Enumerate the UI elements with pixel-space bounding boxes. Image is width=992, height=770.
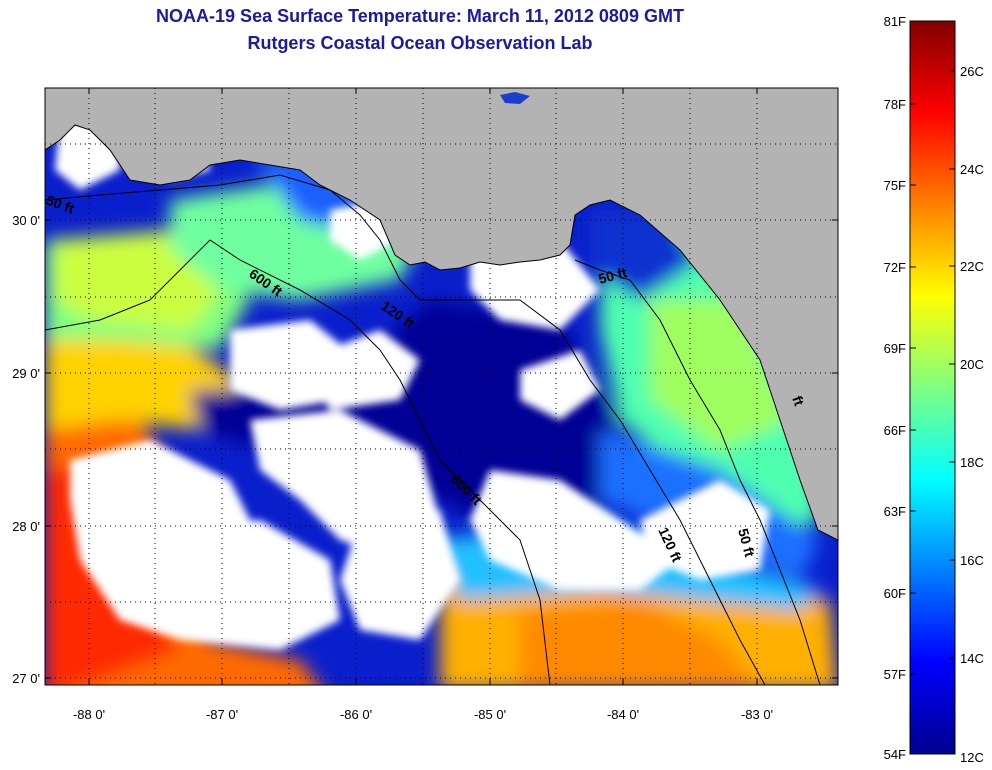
- colorbar-c-label: 22C: [960, 259, 984, 274]
- graticule: [45, 88, 838, 685]
- colorbar-f-label: 78F: [884, 97, 906, 112]
- map-subtitle: Rutgers Coastal Ocean Observation Lab: [247, 33, 593, 53]
- lon-tick-label: -84 0': [607, 707, 639, 722]
- colorbar-c-label: 14C: [960, 651, 984, 666]
- lon-tick-label: -87 0': [206, 707, 238, 722]
- colorbar-f-label: 69F: [884, 341, 906, 356]
- frame-ticks: [45, 88, 838, 685]
- contour-label: 50 ft: [735, 527, 758, 559]
- colorbar-f-label: 57F: [884, 667, 906, 682]
- colorbar-f-label: 66F: [884, 423, 906, 438]
- lon-tick-label: -83 0': [741, 707, 773, 722]
- colorbar-c-label: 20C: [960, 357, 984, 372]
- colorbar-f-label: 60F: [884, 586, 906, 601]
- colorbar-ticks: [910, 70, 955, 675]
- colorbar-c-label: 26C: [960, 64, 984, 79]
- colorbar-c-label: 24C: [960, 162, 984, 177]
- map-frame: [44, 87, 839, 686]
- colorbar-c-label: 16C: [960, 553, 984, 568]
- lon-tick-label: -85 0': [474, 707, 506, 722]
- lat-tick-label: 28 0': [12, 519, 40, 534]
- colorbar-f-label: 63F: [884, 504, 906, 519]
- colorbar-f-label: 75F: [884, 178, 906, 193]
- colorbar-c-label: 18C: [960, 455, 984, 470]
- colorbar-f-label: 72F: [884, 260, 906, 275]
- colorbar-f-label: 54F: [884, 747, 906, 762]
- lat-tick-label: 30 0': [12, 213, 40, 228]
- cloud-mask: [55, 120, 770, 650]
- colorbar-f-label: 81F: [884, 14, 906, 29]
- map-title: NOAA-19 Sea Surface Temperature: March 1…: [156, 6, 684, 26]
- lon-tick-label: -86 0': [340, 707, 372, 722]
- land-mass: [45, 88, 838, 540]
- colorbar-gradient: [909, 20, 956, 755]
- lon-tick-label: -88 0': [73, 707, 105, 722]
- coastline: [45, 124, 838, 541]
- colorbar-c-label: 12C: [960, 750, 984, 765]
- bathymetry-contours: [45, 174, 821, 685]
- contour-label: 50 ft: [597, 264, 629, 287]
- sst-field: [45, 150, 838, 685]
- lat-tick-label: 29 0': [12, 366, 40, 381]
- lat-tick-label: 27 0': [12, 671, 40, 686]
